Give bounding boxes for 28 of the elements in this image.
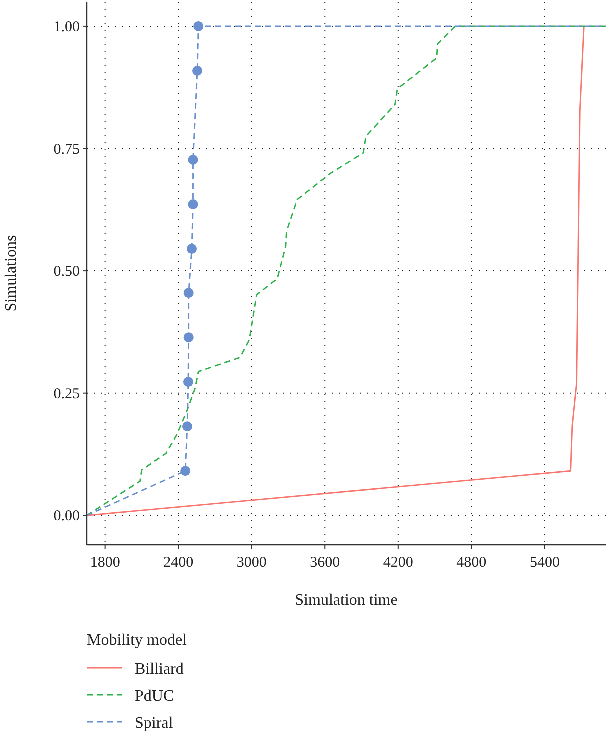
legend-label: PdUC (135, 688, 174, 705)
point (183, 377, 194, 388)
point (184, 288, 194, 298)
y-axis-title: Simulations (3, 235, 20, 312)
point (192, 66, 203, 76)
y-tick-label: 0.00 (54, 508, 80, 525)
y-tick-label: 0.75 (54, 142, 80, 158)
point (187, 244, 198, 254)
x-axis-title: Simulation time (295, 592, 398, 609)
x-tick-label: 2400 (164, 555, 194, 571)
point (180, 466, 191, 476)
point (188, 155, 198, 166)
x-tick-label: 3600 (310, 555, 340, 571)
legend-label: Billiard (135, 661, 184, 678)
legend-title: Mobility model (87, 632, 188, 649)
point (184, 332, 194, 343)
y-tick-label: 0.25 (54, 386, 80, 402)
x-tick-label: 5400 (530, 555, 560, 571)
y-tick-label: 0.50 (54, 264, 80, 280)
y-tick-label: 1.00 (54, 19, 80, 36)
x-tick-label: 1800 (90, 555, 120, 571)
point (194, 21, 204, 32)
legend-label: Spiral (135, 715, 174, 732)
point (182, 422, 193, 432)
point (188, 200, 198, 210)
x-tick-label: 4200 (383, 555, 414, 571)
x-tick-label: 3000 (236, 555, 267, 571)
x-tick-label: 4800 (456, 555, 487, 571)
